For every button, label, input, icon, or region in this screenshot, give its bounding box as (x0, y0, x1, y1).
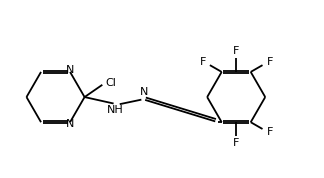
Text: N: N (66, 65, 74, 75)
Text: F: F (266, 127, 273, 137)
Text: N: N (66, 119, 74, 129)
Text: N: N (140, 87, 148, 97)
Text: F: F (233, 46, 239, 56)
Text: F: F (200, 57, 206, 67)
Text: F: F (233, 138, 239, 148)
Text: F: F (266, 57, 273, 67)
Text: NH: NH (107, 105, 123, 115)
Text: Cl: Cl (105, 78, 116, 88)
